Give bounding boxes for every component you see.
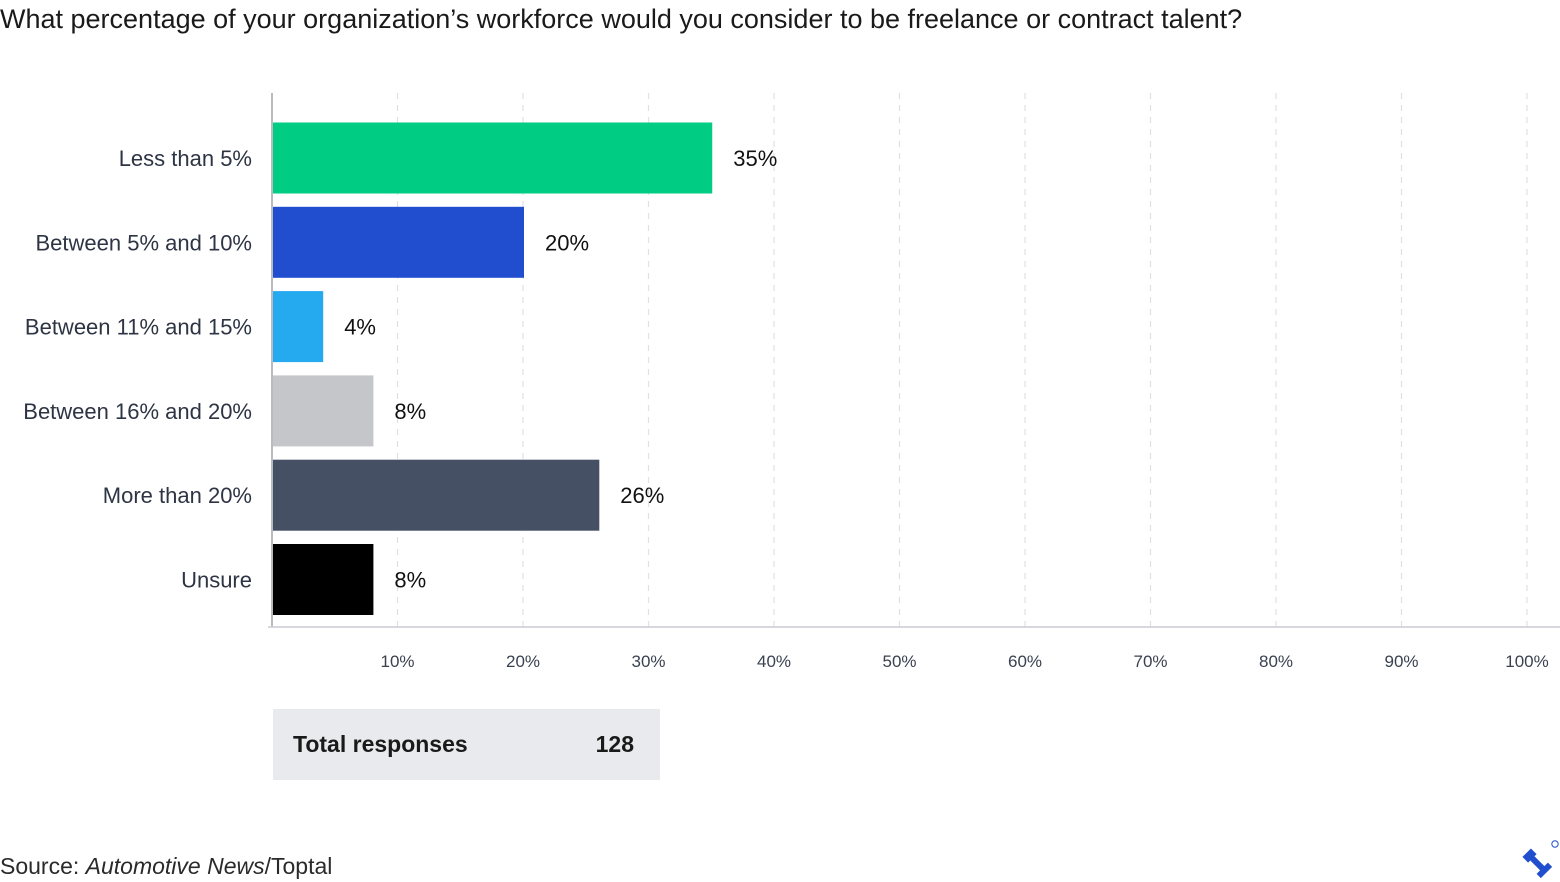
toptal-logo-icon [1522,840,1559,879]
category-label: Between 11% and 15% [25,315,252,340]
bar [273,122,713,194]
x-tick-label: 100% [1505,652,1548,671]
x-tick-label: 20% [506,652,540,671]
bar [273,206,524,278]
source-publication: Automotive News [85,853,265,879]
x-tick-label: 40% [757,652,791,671]
total-responses-label: Total responses [293,731,468,757]
value-label: 26% [620,483,664,508]
category-label: More than 20% [103,483,252,508]
category-label: Between 16% and 20% [23,399,252,424]
x-tick-label: 10% [380,652,414,671]
value-label: 35% [733,146,777,171]
value-label: 4% [344,315,376,340]
x-tick-label: 60% [1008,652,1042,671]
category-label: Unsure [181,568,252,593]
x-tick-label: 50% [882,652,916,671]
total-responses-box: Total responses 128 [273,709,660,780]
bar [273,375,374,447]
category-label: Less than 5% [119,146,252,171]
x-tick-label: 90% [1384,652,1418,671]
category-label: Between 5% and 10% [36,230,253,255]
bar-chart: 10% 20% 30% 40% 50% 60% 70% 80% 90% 100% Less than… [23,93,1560,671]
x-tick-label: 80% [1259,652,1293,671]
source-prefix: Source: [0,853,86,879]
chart-title: What percentage of your organization’s w… [0,4,1243,34]
value-label: 8% [394,399,426,424]
bar [273,544,374,615]
source-note: Source: Automotive News/Toptal [0,851,332,881]
bar [273,459,600,531]
total-responses-value: 128 [595,731,634,757]
bar [273,291,324,363]
x-tick-label: 30% [631,652,665,671]
x-tick-label: 70% [1133,652,1167,671]
bars [273,122,713,615]
value-label: 8% [394,568,426,593]
source-suffix: /Toptal [264,853,333,879]
labels: 10% 20% 30% 40% 50% 60% 70% 80% 90% 100% Less than… [23,146,1548,671]
value-label: 20% [545,230,589,255]
